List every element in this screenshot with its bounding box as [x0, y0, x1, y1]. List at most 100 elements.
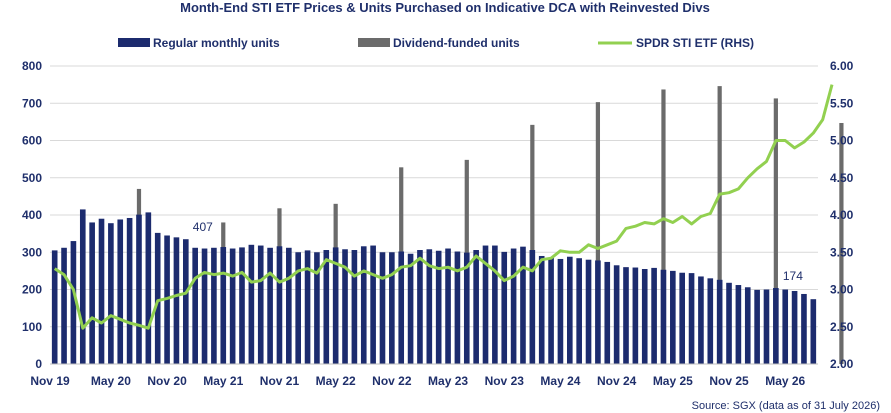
regular-bar: [276, 246, 283, 364]
x-tick-label: Nov 21: [260, 374, 300, 388]
source-note: Source: SGX (data as of 31 July 2026): [692, 400, 880, 412]
regular-bar: [529, 250, 536, 364]
regular-bar: [482, 245, 489, 364]
y-left-tick-label: 500: [22, 171, 42, 185]
x-tick-label: May 25: [653, 374, 693, 388]
y-axis-right: 2.00 2.50 3.00 3.50 4.00 4.50 5.00 5.50 6.00: [830, 59, 854, 371]
regular-bar: [220, 247, 227, 364]
data-label: 407: [193, 220, 213, 234]
legend: Regular monthly units Dividend-funded un…: [118, 36, 754, 50]
dividend-bar: [595, 102, 601, 364]
x-tick-label: Nov 20: [147, 374, 187, 388]
regular-bar: [239, 247, 245, 364]
regular-bar: [70, 241, 77, 364]
regular-bar: [136, 214, 142, 364]
regular-bar: [360, 246, 367, 364]
y-right-tick-label: 3.00: [830, 283, 854, 297]
regular-bar: [557, 258, 564, 364]
legend-swatch-regular: [118, 38, 150, 47]
x-tick-label: May 24: [540, 374, 580, 388]
y-left-tick-label: 0: [35, 357, 42, 371]
regular-bar: [304, 250, 311, 364]
legend-swatch-dividend: [358, 38, 390, 47]
regular-bar: [651, 267, 657, 364]
regular-bar: [173, 237, 180, 364]
regular-bar: [473, 250, 479, 364]
x-tick-label: Nov 19: [30, 374, 70, 388]
regular-bar: [407, 253, 414, 364]
regular-bars: [51, 209, 817, 364]
x-tick-label: Nov 22: [372, 374, 412, 388]
regular-bar: [641, 269, 648, 364]
regular-bar: [716, 279, 723, 364]
regular-bar: [286, 247, 292, 364]
regular-bar: [51, 250, 58, 364]
regular-bar: [791, 290, 798, 364]
regular-bar: [417, 250, 423, 364]
chart-title: Month-End STI ETF Prices & Units Purchas…: [180, 0, 710, 15]
regular-bar: [426, 249, 433, 364]
regular-bar: [698, 276, 704, 364]
x-tick-label: May 22: [316, 374, 356, 388]
y-right-tick-label: 4.50: [830, 171, 854, 185]
data-label: 174: [783, 269, 803, 283]
regular-bar: [660, 269, 667, 364]
dividend-bar: [530, 124, 535, 364]
regular-bar: [707, 278, 714, 364]
regular-bar: [201, 248, 208, 364]
regular-bar: [595, 260, 601, 364]
regular-bar: [211, 247, 217, 364]
y-right-tick-label: 6.00: [830, 59, 854, 73]
y-right-tick-label: 4.00: [830, 208, 854, 222]
y-right-tick-label: 2.00: [830, 357, 854, 371]
annotations: 407 174: [193, 220, 803, 283]
regular-bar: [389, 252, 395, 364]
regular-bar: [267, 247, 273, 364]
y-left-tick-label: 800: [22, 59, 42, 73]
legend-label-line: SPDR STI ETF (RHS): [636, 36, 754, 50]
regular-bar: [773, 288, 779, 364]
regular-bar: [679, 272, 686, 364]
regular-bar: [754, 289, 760, 364]
regular-bar: [463, 252, 470, 364]
y-right-tick-label: 5.00: [830, 134, 854, 148]
x-tick-label: May 26: [765, 374, 805, 388]
regular-bar: [182, 239, 189, 364]
regular-bar: [89, 222, 95, 364]
y-axis-left: 0 100 200 300 400 500 600 700 800: [22, 59, 42, 371]
regular-bar: [744, 287, 751, 364]
regular-bar: [342, 249, 348, 364]
regular-bar: [670, 270, 676, 364]
regular-bar: [332, 247, 339, 364]
x-tick-label: May 23: [428, 374, 468, 388]
regular-bar: [520, 246, 526, 364]
regular-bar: [398, 251, 405, 364]
x-tick-label: Nov 25: [709, 374, 749, 388]
x-tick-label: May 21: [203, 374, 243, 388]
regular-bar: [61, 247, 67, 364]
y-left-tick-label: 600: [22, 134, 42, 148]
y-right-tick-label: 3.50: [830, 245, 854, 259]
legend-label-regular: Regular monthly units: [153, 36, 280, 50]
regular-bar: [632, 267, 639, 364]
regular-bar: [117, 219, 124, 364]
regular-bar: [379, 252, 386, 364]
y-left-tick-label: 400: [22, 208, 42, 222]
dividend-bar: [773, 98, 778, 364]
regular-bar: [454, 251, 461, 364]
x-tick-label: May 20: [91, 374, 131, 388]
regular-bar: [445, 248, 451, 364]
regular-bar: [154, 232, 161, 364]
regular-bar: [79, 209, 86, 364]
y-right-tick-label: 5.50: [830, 96, 854, 110]
regular-bar: [585, 259, 592, 364]
y-left-tick-label: 100: [22, 320, 42, 334]
regular-bar: [604, 261, 611, 364]
x-tick-label: Nov 24: [597, 374, 637, 388]
regular-bar: [98, 218, 105, 364]
dividend-bar: [661, 89, 666, 364]
price-line-path: [53, 84, 834, 330]
regular-bar: [763, 289, 770, 364]
regular-bar: [735, 285, 742, 364]
